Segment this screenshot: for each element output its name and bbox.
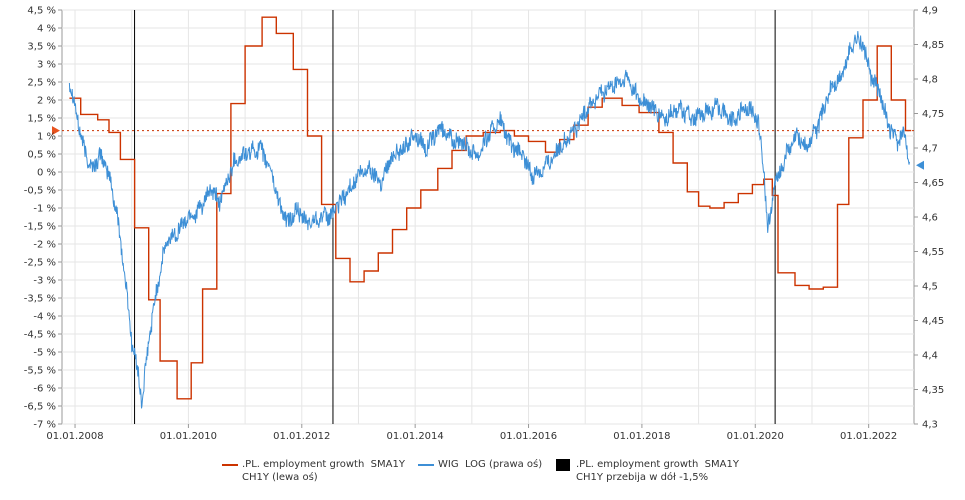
- right-tick-label: 4,75: [922, 109, 944, 120]
- right-tick-label: 4,35: [922, 385, 944, 396]
- legend-label-employment: .PL. employment growth SMA1Y CH1Y (lewa …: [242, 459, 405, 483]
- legend-item-signal[interactable]: .PL. employment growth SMA1Y CH1Y przebi…: [556, 458, 766, 488]
- left-tick-label: -4,5 %: [24, 330, 56, 341]
- right-tick-label: 4,6: [922, 213, 938, 224]
- left-tick-label: 0 %: [37, 168, 56, 179]
- left-tick-label: 4,5 %: [27, 6, 56, 17]
- x-tick-label: 01.01.2014: [387, 431, 444, 442]
- legend-swatch-wig: [418, 464, 434, 466]
- left-tick-label: -5,5 %: [24, 366, 56, 377]
- left-tick-label: -6 %: [33, 384, 56, 395]
- x-tick-label: 01.01.2008: [46, 431, 103, 442]
- left-tick-label: -1 %: [33, 204, 56, 215]
- right-tick-label: 4,3: [922, 420, 938, 431]
- x-tick-label: 01.01.2018: [613, 431, 670, 442]
- legend-label-signal: .PL. employment growth SMA1Y CH1Y przebi…: [576, 459, 739, 483]
- right-axis-marker: [916, 160, 924, 170]
- right-tick-label: 4,85: [922, 40, 944, 51]
- legend-swatch-signal: [556, 459, 570, 471]
- left-tick-label: 4 %: [37, 24, 56, 35]
- x-axis-ticks: 01.01.2008 01.01.2010 01.01.2012 01.01.2014…: [46, 424, 897, 442]
- right-tick-label: 4,65: [922, 178, 944, 189]
- right-tick-label: 4,45: [922, 316, 944, 327]
- right-tick-label: 4,8: [922, 75, 938, 86]
- left-tick-label: 1,5 %: [27, 114, 56, 125]
- right-tick-label: 4,4: [922, 351, 938, 362]
- left-tick-label: -2 %: [33, 240, 56, 251]
- x-tick-label: 01.01.2020: [727, 431, 784, 442]
- left-tick-label: -3 %: [33, 276, 56, 287]
- right-tick-label: 4,7: [922, 144, 938, 155]
- legend-label-wig: WIG LOG (prawa oś): [438, 459, 543, 470]
- legend: .PL. employment growth SMA1Y CH1Y (lewa …: [0, 458, 965, 498]
- axis-markers: [52, 126, 924, 170]
- left-tick-label: 0,5 %: [27, 150, 56, 161]
- left-tick-label: -5 %: [33, 348, 56, 359]
- left-tick-label: -4 %: [33, 312, 56, 323]
- grid: [62, 9, 914, 425]
- x-tick-label: 01.01.2010: [160, 431, 217, 442]
- left-axis-marker: [52, 126, 60, 136]
- x-tick-label: 01.01.2022: [840, 431, 897, 442]
- left-tick-label: 3 %: [37, 60, 56, 71]
- right-tick-label: 4,5: [922, 282, 938, 293]
- plot-area: [61, 9, 915, 425]
- series-line-wig: [68, 31, 910, 409]
- x-tick-label: 01.01.2016: [500, 431, 557, 442]
- legend-swatch-employment: [222, 464, 238, 466]
- series-line-employment: [69, 16, 912, 400]
- left-axis-ticks: 4,5 % 4 % 3,5 % 3 % 2,5 % 2 % 1,5 % 1 % 0,5 % 0 %…: [24, 6, 62, 431]
- right-tick-label: 4,9: [922, 6, 938, 17]
- left-tick-label: -1,5 %: [24, 222, 56, 233]
- left-tick-label: 2,5 %: [27, 78, 56, 89]
- left-tick-label: 3,5 %: [27, 42, 56, 53]
- left-tick-label: 2 %: [37, 96, 56, 107]
- legend-item-wig[interactable]: WIG LOG (prawa oś): [418, 458, 558, 472]
- left-tick-label: 1 %: [37, 132, 56, 143]
- left-tick-label: -6,5 %: [24, 402, 56, 413]
- left-tick-label: -7 %: [33, 420, 56, 431]
- legend-item-employment[interactable]: .PL. employment growth SMA1Y CH1Y (lewa …: [222, 458, 422, 488]
- right-tick-label: 4,55: [922, 247, 944, 258]
- left-tick-label: -3,5 %: [24, 294, 56, 305]
- left-tick-label: -2,5 %: [24, 258, 56, 269]
- chart-canvas: 4,5 % 4 % 3,5 % 3 % 2,5 % 2 % 1,5 % 1 % 0,5 % 0 %…: [24, 6, 944, 443]
- series-lines: [68, 16, 912, 409]
- right-axis-ticks: 4,9 4,85 4,8 4,75 4,7 4,65 4,6 4,55 4,5 4,45 4,4 4,…: [914, 6, 944, 431]
- left-tick-label: -0,5 %: [24, 186, 56, 197]
- x-tick-label: 01.01.2012: [273, 431, 330, 442]
